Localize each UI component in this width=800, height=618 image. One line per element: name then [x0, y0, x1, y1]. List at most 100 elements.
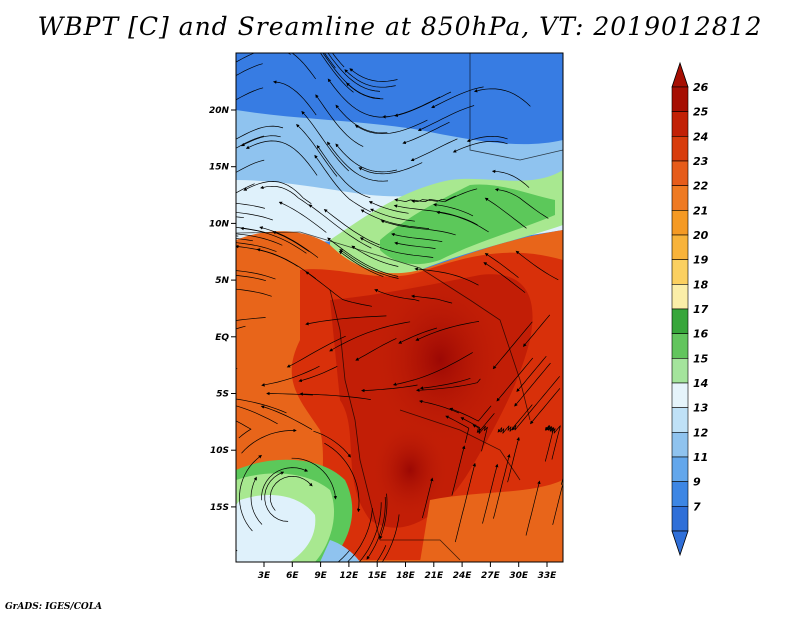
colorbar-label: 11	[693, 451, 708, 464]
streamline	[354, 119, 428, 135]
streamline	[422, 477, 434, 519]
streamline	[326, 141, 389, 182]
lon-tick-label: 27E	[481, 571, 501, 581]
colorbar-min-arrow	[671, 530, 689, 557]
streamline	[392, 352, 473, 386]
streamline	[355, 338, 397, 361]
streamline	[394, 188, 478, 203]
streamline	[433, 203, 474, 217]
streamline	[245, 140, 318, 176]
colorbar-swatch	[671, 407, 689, 433]
colorbar-label: 9	[693, 476, 701, 489]
streamline	[496, 357, 534, 402]
streamline	[515, 250, 559, 281]
colorbar-swatch	[671, 432, 689, 458]
streamline	[376, 545, 387, 562]
streamline	[360, 209, 430, 229]
lat-tick-label: 20N	[209, 106, 230, 116]
streamline	[454, 462, 476, 543]
lon-tick-label: 24E	[453, 571, 473, 581]
colorbar-max-arrow	[671, 61, 689, 88]
streamline	[236, 549, 238, 552]
streamline	[359, 237, 434, 258]
streamline	[236, 87, 264, 101]
streamline	[260, 405, 313, 430]
streamline	[379, 493, 388, 540]
streamline	[241, 428, 297, 454]
streamline	[398, 327, 438, 344]
streamline	[484, 197, 527, 229]
streamline	[291, 53, 316, 80]
streamline	[272, 231, 310, 252]
streamline	[380, 219, 456, 236]
colorbar-label: 19	[693, 254, 709, 267]
lon-tick-label: 21E	[424, 571, 444, 581]
lat-tick-label: 10N	[209, 219, 230, 229]
streamline	[236, 288, 272, 297]
colorbar-swatch	[671, 86, 689, 112]
streamline	[327, 53, 381, 92]
streamline	[511, 376, 560, 431]
streamline	[472, 424, 488, 452]
streamline	[436, 210, 489, 233]
streamline	[493, 453, 511, 519]
streamline	[296, 123, 338, 177]
colorbar-swatch	[671, 111, 689, 137]
lon-tick-label: 3E	[258, 571, 271, 581]
colorbar-swatch	[671, 333, 689, 359]
colorbar-swatch	[671, 210, 689, 236]
streamline	[236, 420, 252, 439]
streamline	[301, 110, 350, 172]
streamline	[286, 335, 346, 368]
streamline	[236, 405, 278, 425]
colorbar-label: 14	[693, 377, 708, 390]
streamline	[338, 250, 384, 277]
streamline	[544, 425, 561, 460]
streamline	[236, 242, 277, 252]
streamline	[431, 86, 484, 109]
streamline	[366, 496, 386, 560]
streamline	[323, 209, 380, 246]
streamline	[346, 508, 373, 562]
temperature-field	[236, 53, 563, 562]
streamline	[236, 238, 253, 242]
streamline	[402, 121, 450, 144]
streamline	[529, 388, 561, 425]
colorbar-label: 23	[693, 155, 709, 168]
streamline	[298, 365, 338, 383]
colorbar-label: 7	[693, 500, 701, 513]
streamline	[236, 275, 266, 282]
colorbar-swatch	[671, 358, 689, 384]
streamline	[393, 204, 478, 226]
colorbar-label: 20	[693, 229, 709, 242]
streamline	[236, 270, 276, 280]
streamline	[394, 241, 436, 249]
streamline	[241, 135, 281, 147]
streamline	[314, 154, 372, 213]
streamline	[494, 188, 549, 219]
streamlines	[236, 53, 563, 562]
streamline	[261, 365, 320, 387]
streamline	[269, 475, 313, 511]
colorbar-label: 15	[693, 352, 709, 365]
map-frame	[235, 52, 564, 563]
lon-tick-label: 30E	[509, 571, 529, 581]
lat-tick-label: EQ	[215, 333, 229, 343]
streamline	[411, 294, 453, 304]
colorbar-label: 13	[693, 402, 709, 415]
longitude-axis: 3E 6E 9E 12E 15E 18E 21E 24E 27E 30E 33E	[258, 562, 557, 581]
lat-tick-label: 15S	[210, 503, 229, 513]
streamline	[313, 430, 352, 458]
streamline	[329, 321, 411, 352]
streamline	[236, 159, 265, 173]
colorbar-label: 18	[693, 278, 709, 291]
streamline	[305, 315, 387, 326]
streamline	[339, 249, 399, 279]
streamline	[308, 204, 372, 249]
latitude-axis: 20N 15N 10N 5N EQ 5S 10S 15S	[209, 106, 236, 513]
streamline	[361, 384, 418, 393]
streamline	[391, 232, 443, 242]
footer-credit: GrADS: IGES/COLA	[5, 602, 103, 612]
streamline	[415, 378, 481, 392]
